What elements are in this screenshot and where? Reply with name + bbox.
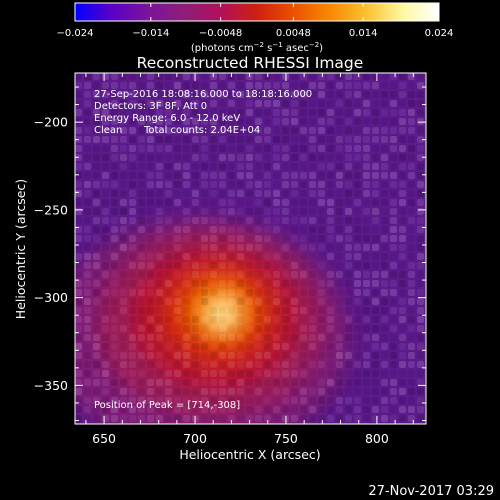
annotation-time-range: 27-Sep-2016 18:08:16.000 to 18:18:16.000 [94,89,312,100]
x-tick-label: 700 [183,431,207,446]
y-tick-label: −300 [34,290,68,305]
chart-title: Reconstructed RHESSI Image [137,54,364,72]
colorbar-gradient [74,2,440,22]
colorbar-units: (photons cm−2 s−1 asec−2) [191,41,323,54]
colorbar-tick-label: 0.024 [425,28,454,39]
colorbar-tick-label: 0.0048 [276,28,311,39]
y-tick-label: −200 [34,115,68,130]
heatmap-image [75,73,426,424]
colorbar-tick-label: −0.014 [132,28,169,39]
colorbar-tick-label: 0.014 [349,28,378,39]
annotation-method: Clean [94,125,122,136]
annotation-energy: Energy Range: 6.0 - 12.0 keV [94,113,240,124]
timestamp: 27-Nov-2017 03:29 [368,484,494,499]
axes: 650 700 750 800 −200 −250 −300 −350 [34,73,426,446]
info-annotations: 27-Sep-2016 18:08:16.000 to 18:18:16.000… [94,89,312,411]
colorbar-tick-label: −0.0048 [199,28,242,39]
y-axis-label: Heliocentric Y (arcsec) [13,179,28,319]
x-axis-label: Heliocentric X (arcsec) [179,447,320,462]
colorbar-ticks: −0.024 −0.014 −0.0048 0.0048 0.014 0.024 [56,3,453,39]
y-tick-label: −250 [34,202,68,217]
plot-frame [74,72,427,425]
colorbar: −0.024 −0.014 −0.0048 0.0048 0.014 0.024 (pho… [56,2,453,54]
annotation-total-counts: Total counts: 2.04E+04 [143,125,260,136]
annotation-detectors: Detectors: 3F 8F, Att 0 [94,101,207,112]
colorbar-tick-label: −0.024 [56,28,93,39]
x-tick-label: 750 [274,431,298,446]
x-tick-label: 800 [365,431,389,446]
x-tick-label: 650 [92,431,116,446]
y-tick-label: −350 [34,378,68,393]
annotation-peak-position: Position of Peak = [714,-308] [94,400,240,411]
